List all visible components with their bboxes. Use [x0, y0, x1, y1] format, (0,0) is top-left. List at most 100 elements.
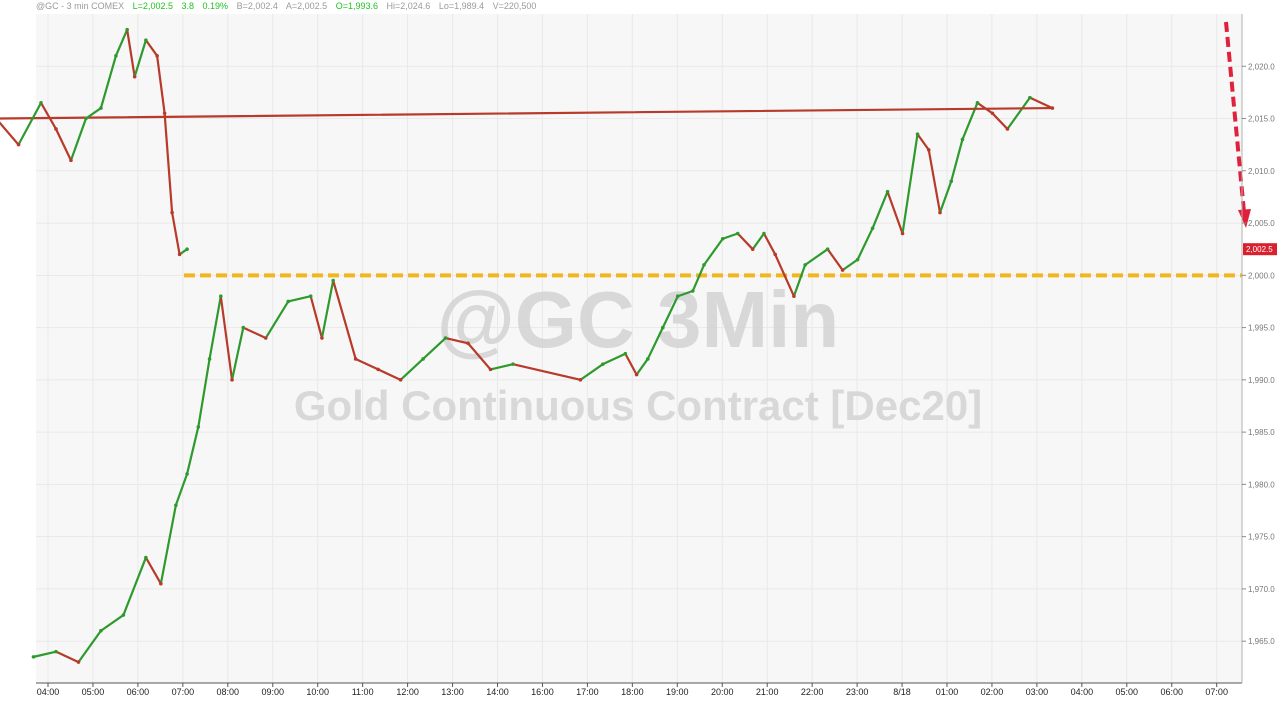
drop-arrow-head [1238, 209, 1251, 228]
price-segment [444, 336, 470, 345]
price-segment [792, 263, 807, 298]
quote-high: Hi=2,024.6 [387, 1, 431, 11]
price-segment [159, 504, 177, 585]
x-tick-label: 10:00 [306, 687, 329, 697]
price-segment [661, 295, 679, 329]
x-tick-label: 19:00 [666, 687, 689, 697]
price-point [949, 179, 954, 184]
price-point [900, 231, 905, 236]
price-segment [901, 133, 919, 235]
x-tick-label: 17:00 [576, 687, 599, 697]
y-axis-ticks: 1,965.0 1,970.0 1,975.0 1,980.0 1,985.0 1,990… [1242, 62, 1275, 646]
price-point [634, 372, 639, 377]
price-point [1005, 127, 1010, 131]
price-segment [230, 326, 245, 381]
watermark-contract: Gold Continuous Contract [Dec20] [294, 382, 982, 429]
price-point [286, 299, 291, 304]
series-layer [0, 27, 1055, 664]
price-point [84, 116, 88, 121]
price-point [162, 111, 167, 116]
price-segment [163, 112, 174, 214]
quote-change: 3.8 [181, 1, 194, 11]
price-segment [54, 650, 80, 664]
x-tick-label: 11:00 [352, 687, 374, 697]
price-point [353, 357, 358, 361]
price-point [792, 294, 796, 299]
price-segment [635, 357, 649, 376]
y-tick-label: 2,000.0 [1248, 271, 1275, 280]
price-point [840, 268, 845, 272]
price-point [241, 325, 246, 330]
price-point [99, 106, 103, 110]
price-segment [1006, 96, 1032, 131]
y-tick-label: 1,995.0 [1248, 324, 1275, 333]
price-segment [691, 263, 706, 293]
price-segment [1028, 96, 1054, 110]
price-point [661, 325, 665, 330]
price-point [646, 357, 650, 361]
x-tick-label: 08:00 [217, 687, 240, 697]
price-point [1050, 106, 1055, 110]
price-point [121, 613, 126, 617]
quote-change-pct: 0.19% [203, 1, 229, 11]
price-segment [17, 101, 43, 146]
y-tick-label: 1,970.0 [1248, 585, 1275, 594]
price-segment [185, 425, 200, 476]
price-point [870, 226, 875, 231]
x-tick-label: 04:00 [1071, 687, 1094, 697]
price-point [76, 660, 81, 664]
x-tick-label: 07:00 [172, 687, 195, 697]
price-point [196, 425, 201, 429]
y-tick-label: 2,010.0 [1248, 167, 1275, 176]
price-segment [804, 248, 829, 266]
x-tick-label: 02:00 [981, 687, 1004, 697]
price-segment [171, 211, 181, 256]
x-tick-label: 16:00 [531, 687, 554, 697]
price-point [376, 367, 380, 372]
price-segment [208, 295, 222, 361]
x-tick-label: 21:00 [756, 687, 779, 697]
price-point [702, 263, 706, 267]
price-point [31, 655, 36, 659]
quote-last: L=2,002.5 [133, 1, 173, 11]
y-tick-label: 2,020.0 [1248, 62, 1275, 71]
price-segment [721, 232, 739, 240]
price-segment [84, 106, 103, 120]
price-segment [242, 326, 267, 340]
price-segment [624, 352, 638, 376]
price-segment [466, 342, 492, 371]
price-segment [144, 39, 159, 57]
price-point [1028, 95, 1032, 100]
price-segment [126, 28, 136, 78]
price-segment [751, 232, 766, 251]
quote-open: O=1,993.6 [336, 1, 378, 11]
quote-header: @GC - 3 min COMEX L=2,002.5 3.8 0.19% B=… [36, 1, 536, 11]
price-segment [601, 352, 627, 366]
price-segment [841, 258, 859, 272]
price-point [443, 336, 448, 340]
price-point [885, 189, 890, 194]
price-segment [489, 363, 515, 371]
price-point [735, 231, 740, 236]
price-segment [264, 300, 290, 340]
price-segment [197, 357, 211, 428]
last-price-tag: 2,002.5 [1243, 243, 1277, 256]
price-point [762, 231, 766, 236]
x-axis-ticks: 04:00 05:00 06:00 07:00 08:00 09:00 10:00 11:00… [37, 683, 1228, 697]
y-tick-label: 2,015.0 [1248, 115, 1275, 124]
price-point [623, 351, 628, 356]
price-segment [144, 556, 162, 585]
price-segment [0, 121, 20, 146]
price-segment [511, 363, 582, 381]
price-point [803, 263, 807, 267]
price-point [132, 74, 137, 79]
x-tick-label: 06:00 [127, 687, 150, 697]
price-segment [991, 112, 1009, 131]
price-point [174, 503, 178, 508]
price-point [207, 357, 212, 361]
price-point [99, 628, 103, 633]
price-segment [287, 295, 312, 303]
price-point [398, 378, 403, 382]
price-segment [354, 357, 380, 371]
